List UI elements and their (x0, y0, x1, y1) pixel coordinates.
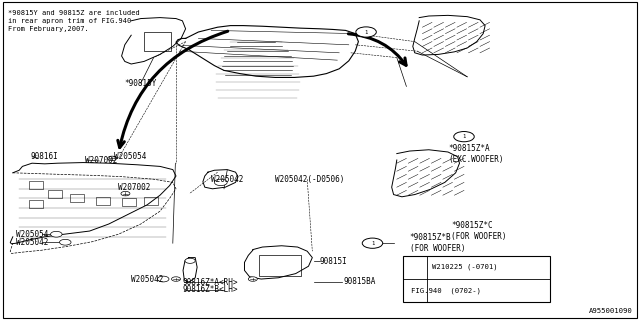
Text: 90816I: 90816I (31, 152, 58, 161)
Text: *90815Z*A
(EXC.WOOFER): *90815Z*A (EXC.WOOFER) (448, 144, 504, 164)
Bar (70, 194, 84, 202)
Text: W205054: W205054 (16, 230, 49, 239)
Text: 90816Z*A<RH>: 90816Z*A<RH> (182, 278, 238, 287)
Text: W210225 (-0701): W210225 (-0701) (432, 264, 497, 270)
Bar (48, 190, 62, 198)
Bar (144, 32, 171, 51)
Text: *90815Y: *90815Y (125, 79, 157, 88)
Circle shape (121, 191, 130, 196)
Text: 90815I: 90815I (320, 257, 348, 266)
Circle shape (458, 134, 470, 140)
Circle shape (248, 277, 257, 281)
Text: 1: 1 (371, 241, 374, 246)
Text: W207002: W207002 (85, 156, 118, 164)
Text: *90815Y and 90815Z are included
in rear apron trim of FIG.940
From February,2007: *90815Y and 90815Z are included in rear … (8, 10, 140, 32)
Circle shape (454, 132, 474, 142)
Bar (29, 181, 43, 189)
Circle shape (172, 277, 180, 281)
Circle shape (367, 240, 378, 246)
Circle shape (214, 179, 227, 186)
Bar (29, 200, 43, 208)
Circle shape (360, 29, 372, 35)
Bar (122, 198, 136, 206)
Text: 1: 1 (413, 265, 417, 270)
Text: W207002: W207002 (118, 183, 151, 192)
Text: 1: 1 (364, 29, 368, 35)
Text: W205042(-D0506): W205042(-D0506) (275, 175, 344, 184)
Text: FIG.940  (0702-): FIG.940 (0702-) (411, 287, 481, 293)
Bar (144, 197, 158, 205)
Text: W205042: W205042 (16, 238, 49, 247)
Circle shape (185, 258, 195, 263)
Text: *90815Z*B
(FOR WOOFER): *90815Z*B (FOR WOOFER) (410, 233, 465, 252)
Text: W205042: W205042 (211, 175, 244, 184)
Text: 90815BA: 90815BA (343, 277, 376, 286)
Text: *90815Z*C
(FOR WOOFER): *90815Z*C (FOR WOOFER) (451, 221, 507, 241)
Circle shape (356, 27, 376, 37)
Text: A955001090: A955001090 (589, 308, 632, 314)
Bar (403, 256, 550, 302)
Circle shape (51, 231, 62, 237)
Circle shape (60, 239, 71, 245)
Text: W205042: W205042 (131, 275, 164, 284)
Bar (96, 197, 110, 205)
Circle shape (157, 276, 169, 282)
Text: 1: 1 (462, 134, 466, 139)
Text: 90816Z*B<LH>: 90816Z*B<LH> (182, 285, 238, 294)
Circle shape (406, 263, 423, 271)
Text: W205054: W205054 (114, 152, 147, 161)
Bar (259, 255, 301, 276)
Circle shape (108, 156, 116, 161)
Circle shape (362, 238, 383, 248)
